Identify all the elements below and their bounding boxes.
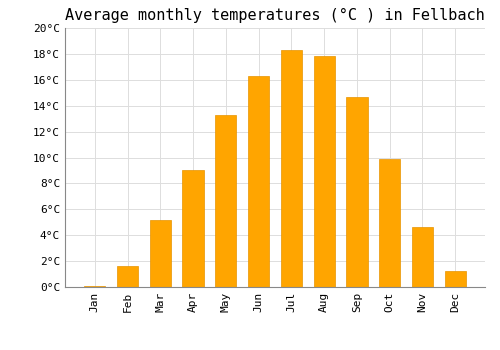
Bar: [248, 76, 270, 287]
Bar: [346, 97, 368, 287]
Bar: [444, 272, 466, 287]
Bar: [215, 115, 236, 287]
Bar: [280, 50, 302, 287]
Bar: [412, 228, 433, 287]
Bar: [150, 220, 171, 287]
Bar: [117, 266, 138, 287]
Bar: [84, 286, 106, 287]
Bar: [379, 159, 400, 287]
Bar: [182, 170, 204, 287]
Bar: [314, 56, 335, 287]
Title: Average monthly temperatures (°C ) in Fellbach: Average monthly temperatures (°C ) in Fe…: [65, 8, 485, 23]
